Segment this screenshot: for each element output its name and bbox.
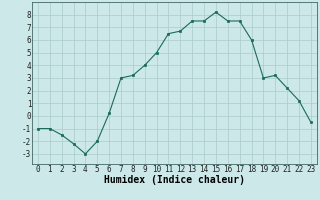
X-axis label: Humidex (Indice chaleur): Humidex (Indice chaleur) <box>104 175 245 185</box>
